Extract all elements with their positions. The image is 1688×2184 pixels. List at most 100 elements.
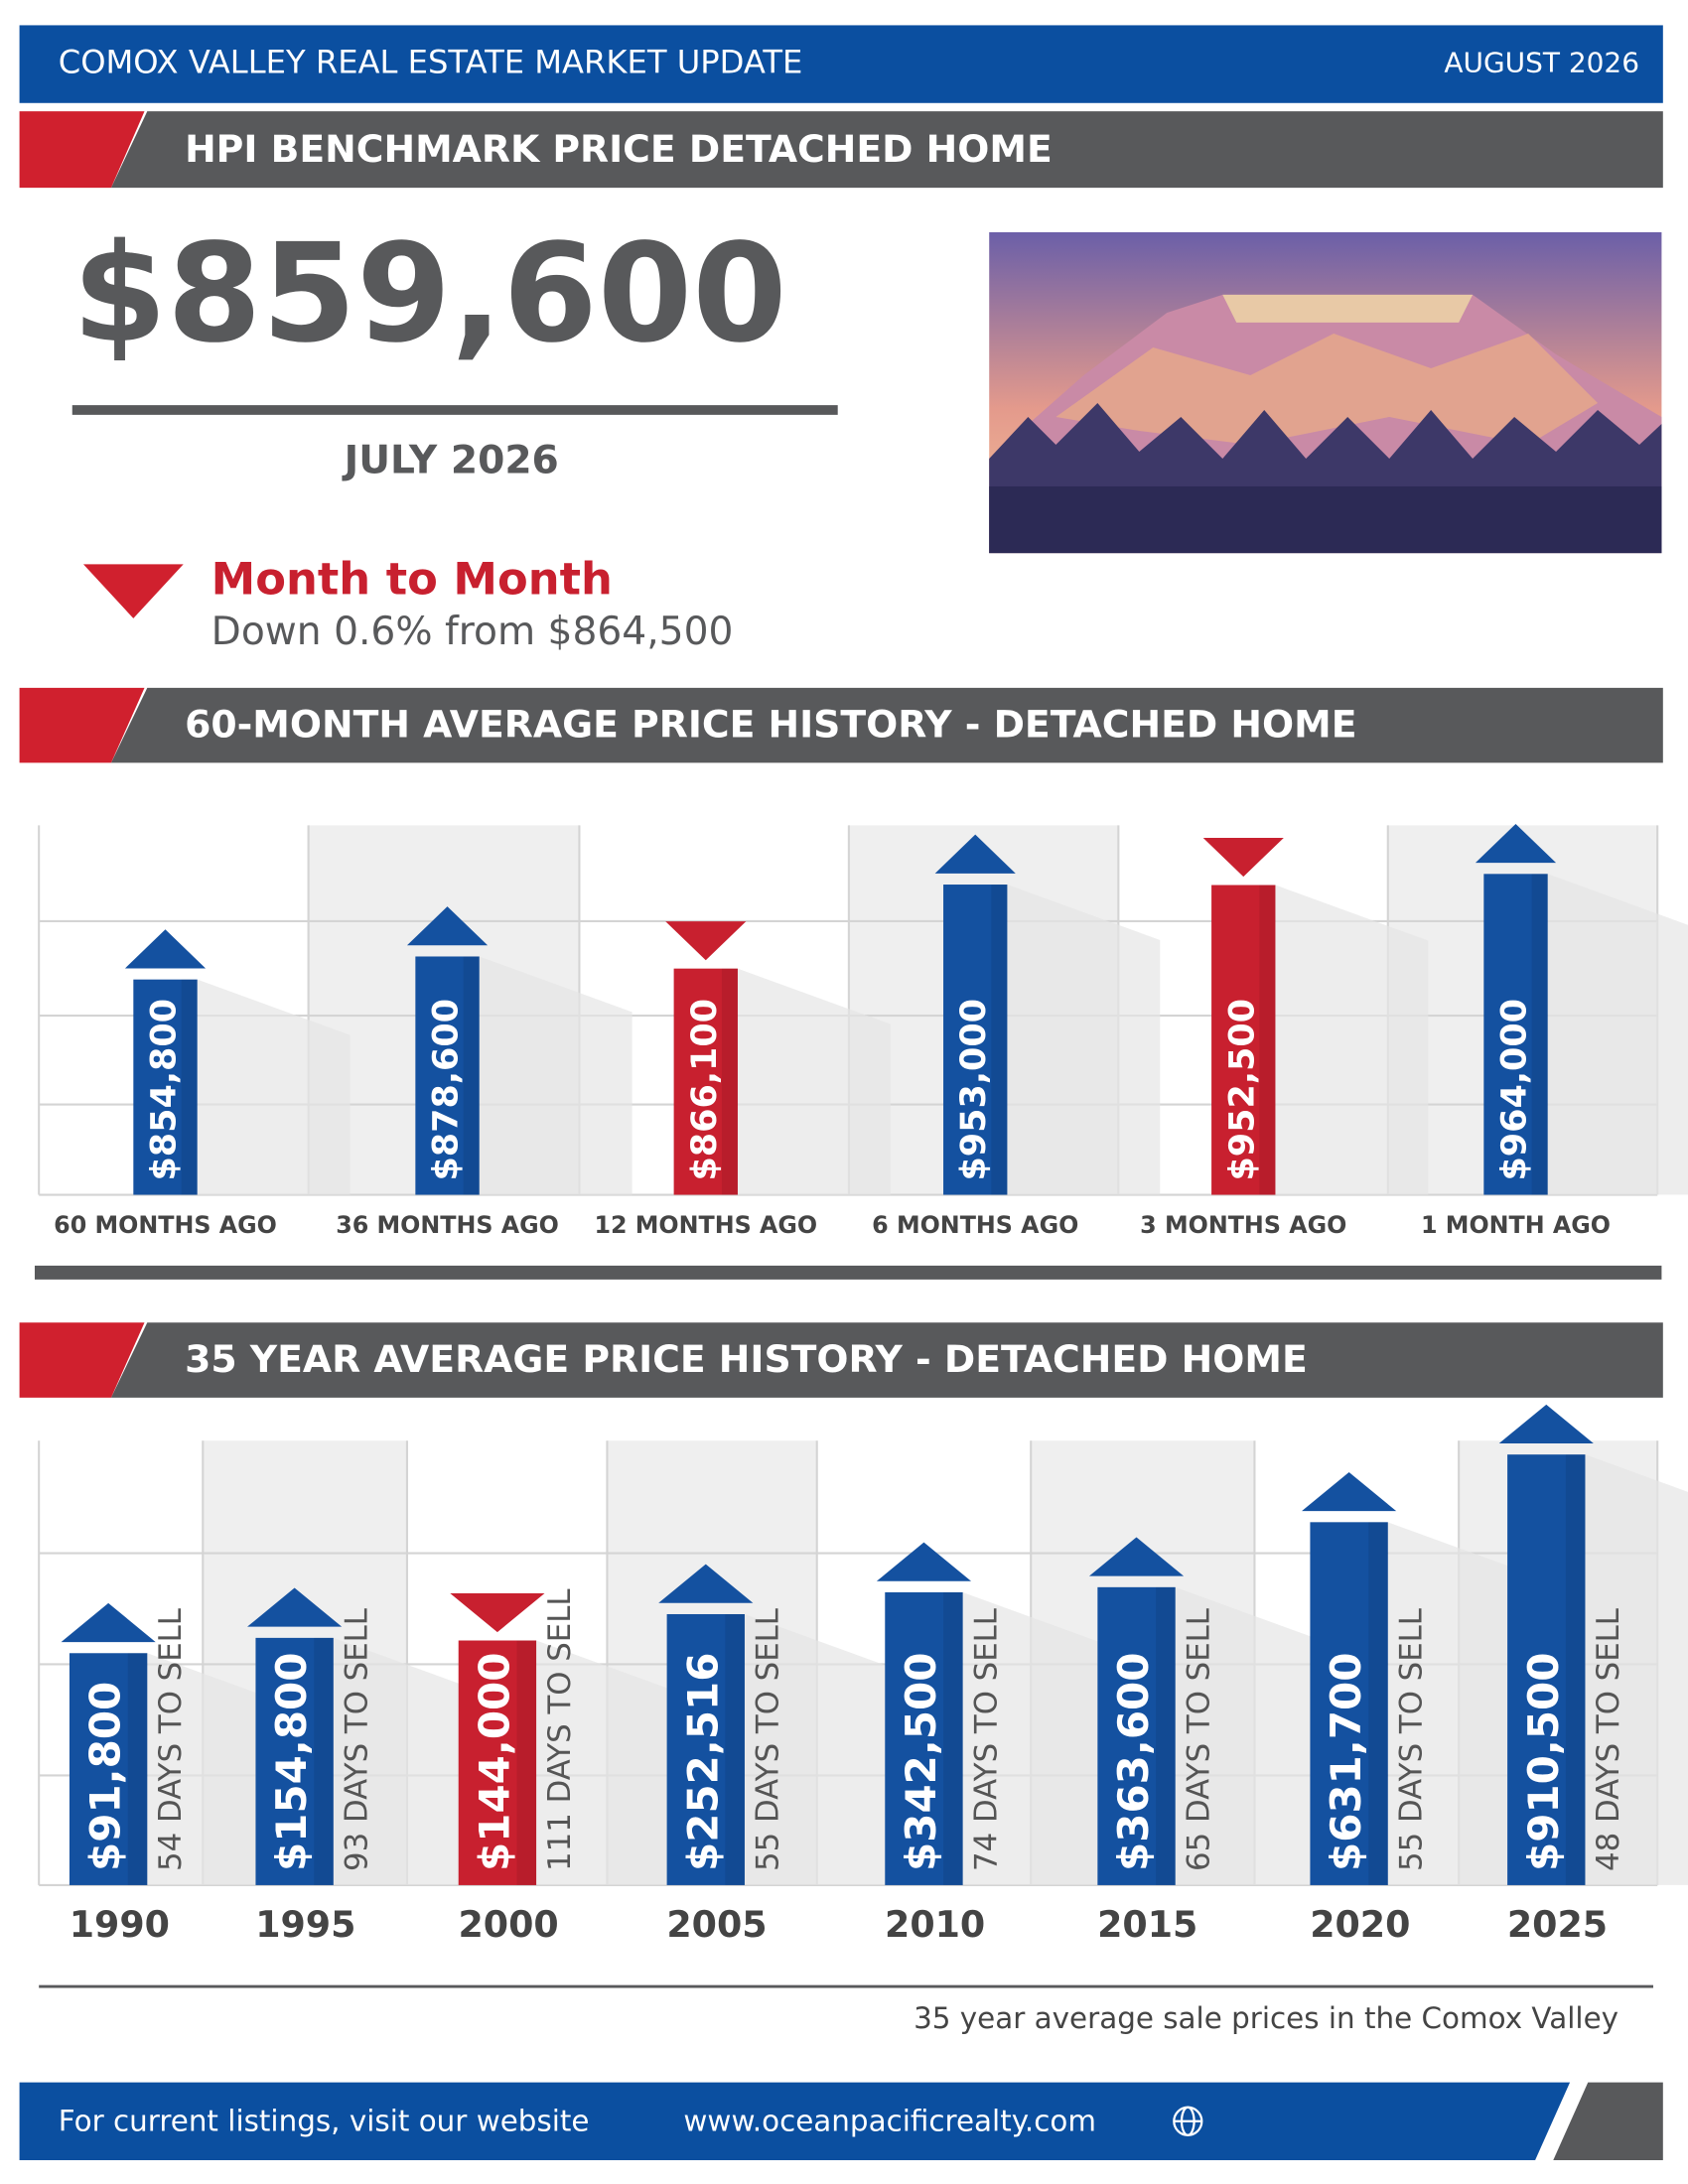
heading-bar (110, 1322, 1663, 1398)
globe-icon (1173, 2106, 1203, 2136)
bar-highlight (314, 1637, 334, 1885)
footer-url[interactable]: www.oceanpacificrealty.com (683, 2105, 1096, 2138)
bar-shadow (1547, 874, 1688, 1195)
heading-bar (110, 687, 1663, 763)
bar (69, 1653, 148, 1885)
value-label: $953,000 (954, 999, 994, 1181)
bar-shadow (1175, 1586, 1329, 1885)
category-label: 2015 (1097, 1903, 1197, 1946)
bar-highlight (991, 885, 1008, 1195)
bar-highlight (127, 1653, 148, 1885)
bar-shadow (197, 979, 351, 1195)
value-label: $964,000 (1495, 999, 1535, 1181)
trend-arrow (1088, 1537, 1185, 1576)
hpi-period: JULY 2026 (342, 439, 559, 483)
bar (1211, 885, 1276, 1195)
days-label: 111 DAYS TO SELL (542, 1588, 578, 1870)
bar-shadow (479, 956, 633, 1195)
footer-bar (19, 2082, 1571, 2160)
bar-shadow (737, 968, 891, 1195)
bar (1097, 1586, 1176, 1885)
value-label: $854,800 (145, 999, 185, 1181)
bar-highlight (1565, 1454, 1586, 1885)
bar (255, 1637, 334, 1885)
bar-shadow (333, 1637, 487, 1885)
category-label: 1 MONTH AGO (1421, 1211, 1611, 1239)
bar-highlight (1156, 1586, 1176, 1885)
bar-shadow (536, 1640, 689, 1885)
category-label: 6 MONTHS AGO (872, 1211, 1078, 1239)
category-label: 2025 (1507, 1903, 1608, 1946)
value-label: $363,600 (1109, 1653, 1158, 1871)
down-arrow (82, 564, 184, 618)
bar (1310, 1522, 1388, 1885)
category-label: 2005 (666, 1903, 767, 1946)
days-label: 55 DAYS TO SELL (751, 1608, 786, 1871)
bar-shadow (1585, 1454, 1688, 1885)
days-label: 48 DAYS TO SELL (1591, 1608, 1626, 1871)
bar-highlight (725, 1613, 745, 1885)
value-label: $91,800 (81, 1682, 130, 1871)
category-label: 3 MONTHS AGO (1140, 1211, 1346, 1239)
header-bar (19, 25, 1663, 103)
heading-accent (19, 1322, 145, 1398)
value-label: $154,800 (267, 1653, 316, 1871)
trend-arrow (61, 1602, 156, 1643)
header-title: COMOX VALLEY REAL ESTATE MARKET UPDATE (59, 44, 803, 81)
change-text: Down 0.6% from $864,500 (211, 610, 734, 654)
trend-arrow (450, 1592, 545, 1633)
bar-shadow (962, 1591, 1116, 1885)
trend-arrow (934, 834, 1016, 874)
trend-arrow (247, 1587, 343, 1627)
value-label: $631,700 (1322, 1653, 1370, 1871)
chart-title: 60-MONTH AVERAGE PRICE HISTORY - DETACHE… (185, 703, 1356, 747)
category-label: 1995 (255, 1903, 355, 1946)
heading-accent (19, 111, 145, 189)
header-date: AUGUST 2026 (1444, 47, 1639, 79)
hpi-price: $859,600 (72, 215, 787, 373)
bar-highlight (181, 979, 198, 1195)
category-label: 2010 (885, 1903, 985, 1946)
footer-accent (1553, 2082, 1663, 2160)
days-label: 55 DAYS TO SELL (1393, 1608, 1429, 1871)
trend-arrow (658, 1564, 754, 1603)
bar (885, 1591, 963, 1885)
bar (458, 1640, 537, 1885)
value-label: $866,100 (685, 999, 725, 1181)
trend-arrow (1475, 823, 1557, 864)
days-label: 54 DAYS TO SELL (153, 1608, 189, 1871)
trend-arrow (1302, 1471, 1397, 1512)
value-label: $952,500 (1222, 999, 1262, 1181)
value-label: $878,600 (427, 999, 467, 1181)
trend-arrow (876, 1542, 972, 1581)
category-label: 2000 (458, 1903, 558, 1946)
value-label: $342,500 (897, 1653, 945, 1871)
bar (133, 979, 198, 1195)
category-label: 36 MONTHS AGO (336, 1211, 559, 1239)
bar-highlight (463, 956, 480, 1195)
value-label: $252,516 (678, 1653, 727, 1871)
mountain-image (989, 231, 1662, 554)
trend-arrow (1202, 837, 1284, 878)
days-label: 74 DAYS TO SELL (968, 1608, 1004, 1871)
category-label: 2020 (1310, 1903, 1410, 1946)
chart-caption: 35 year average sale prices in the Comox… (914, 2001, 1618, 2035)
bar (415, 956, 480, 1195)
footer-text: For current listings, visit our website (59, 2105, 590, 2138)
change-title: Month to Month (211, 553, 613, 606)
divider (34, 1265, 1662, 1280)
days-label: 93 DAYS TO SELL (339, 1608, 374, 1871)
bar (1507, 1454, 1586, 1885)
bar-highlight (1259, 885, 1276, 1195)
bar (943, 885, 1008, 1195)
bar (666, 1613, 745, 1885)
category-label: 12 MONTHS AGO (594, 1211, 817, 1239)
bar-shadow (744, 1613, 898, 1885)
section-heading: HPI BENCHMARK PRICE DETACHED HOME (185, 127, 1053, 171)
trend-arrow (1498, 1404, 1594, 1443)
trend-arrow (406, 906, 489, 946)
bar-shadow (1007, 885, 1161, 1195)
bar (1483, 874, 1548, 1195)
heading-bar (110, 111, 1663, 189)
